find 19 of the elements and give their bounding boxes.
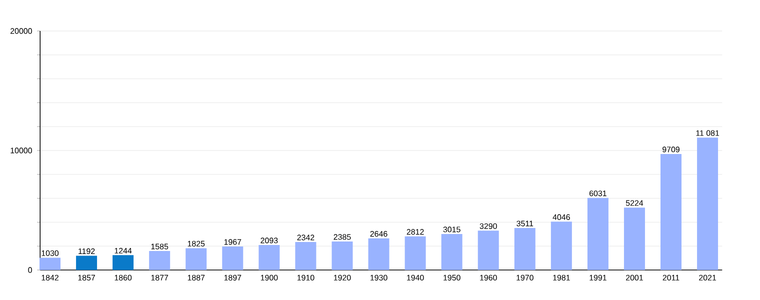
bar <box>76 256 98 270</box>
bar <box>624 208 645 270</box>
bar <box>368 238 390 270</box>
bar <box>186 248 207 270</box>
bar <box>222 246 244 270</box>
bar <box>660 154 682 270</box>
bar <box>550 222 572 270</box>
bar <box>697 138 718 270</box>
bar <box>332 241 353 270</box>
bar <box>40 258 61 270</box>
bar <box>149 251 170 270</box>
bar <box>478 230 499 270</box>
bar <box>441 234 462 270</box>
bar <box>404 236 426 270</box>
bar <box>258 244 280 270</box>
bar <box>587 198 608 270</box>
bar <box>514 228 536 270</box>
bar <box>295 242 316 270</box>
bar <box>112 255 134 270</box>
